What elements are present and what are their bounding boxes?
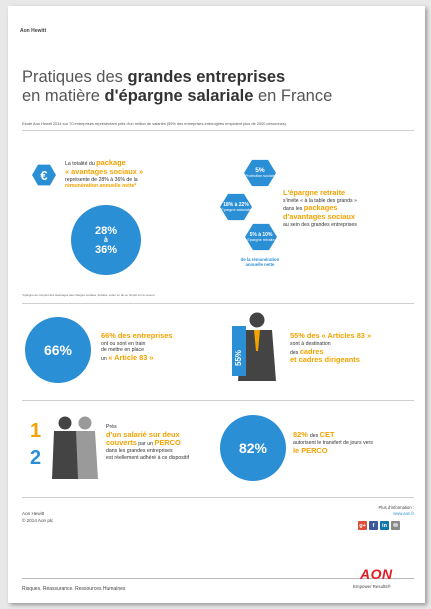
cet-highlight: CET xyxy=(319,430,335,439)
cadres-share-value: 55% xyxy=(234,349,243,366)
retraite-line-3: au sein des grandes entreprises xyxy=(283,221,357,228)
hex-value: 5% xyxy=(255,167,265,175)
cadres-highlight-2: cadres xyxy=(299,346,324,356)
perco-highlight-3: PERCO xyxy=(154,438,181,448)
range-high: 36% xyxy=(94,243,118,256)
footer-company-name: Aon Hewitt xyxy=(22,511,45,516)
package-text-1: La totalité du xyxy=(65,161,97,167)
divider xyxy=(22,578,414,579)
euro-glyph: € xyxy=(40,167,48,183)
mail-icon[interactable]: ✉ xyxy=(391,521,400,530)
hex-label: Epargne salariale xyxy=(221,207,251,212)
divider xyxy=(22,497,414,498)
retraite-line-1: s'invite « à la table des grands » xyxy=(283,197,357,204)
article83-line-1: ont ou sont en train xyxy=(101,340,146,347)
article83-title: 66% des entreprises xyxy=(101,331,173,340)
cet-circle: 82% xyxy=(220,415,286,481)
package-highlight: package xyxy=(96,158,126,167)
number-one: 1 xyxy=(30,420,42,442)
footer-info: Plus d'information : www.aon.fr xyxy=(362,505,414,517)
aon-tagline: Empower Results® xyxy=(353,584,391,589)
retraite-line-2: dans les xyxy=(283,206,304,213)
hex-epargne-retraite: 5% à 10% Epargne retraite xyxy=(245,223,277,251)
range-sep: à xyxy=(104,236,108,244)
title-emphasis: d'épargne salariale xyxy=(104,87,254,105)
divider xyxy=(22,130,414,131)
article83-text: 66% des entreprises ont ou sont en train… xyxy=(101,331,211,363)
number-two: 2 xyxy=(30,447,42,469)
cadres-text: 55% des « Articles 83 » sont à destinati… xyxy=(290,331,415,365)
hex-label: Protection sociale xyxy=(245,174,275,179)
perco-line-3: dans les grandes entreprises xyxy=(106,448,173,455)
retraite-title: L'épargne retraite xyxy=(283,188,346,197)
cet-text: 82% des CET autorisent le transfert de j… xyxy=(293,430,418,455)
title-text: en matière xyxy=(22,87,105,105)
perco-line-4: est réellement adhéré à ce dispositif xyxy=(106,454,190,461)
hex-caption-2: annuelle nette xyxy=(245,262,275,268)
package-range-circle: 28% à 36% xyxy=(71,205,141,275)
footer-info-label: Plus d'information : xyxy=(378,505,414,510)
perco-line-2: par un xyxy=(136,441,155,448)
cadres-line-2: des xyxy=(290,349,300,356)
cadres-title: 55% des xyxy=(290,331,322,340)
linkedin-icon[interactable]: in xyxy=(380,521,389,530)
range-low: 28% xyxy=(94,224,118,237)
footer-tagline: Risques. Réassurance. Ressources Humaine… xyxy=(22,586,126,592)
retraite-highlight: packages xyxy=(303,203,338,213)
footer-company: Aon Hewitt © 2014 Aon plc xyxy=(22,510,53,524)
article83-highlight: « Article 83 » xyxy=(108,353,154,363)
perco-text: Près d'un salarié sur deux couverts par … xyxy=(106,424,216,462)
infographic-page: Aon Hewitt Pratiques des grandes entrepr… xyxy=(8,6,425,603)
cadres-highlight: « Articles 83 » xyxy=(321,331,372,340)
perco-line-1: Près xyxy=(106,424,117,430)
hex-caption-1: de la rémunération xyxy=(240,257,280,262)
facebook-icon[interactable]: f xyxy=(369,521,378,530)
divider xyxy=(22,303,414,304)
hex-epargne-salariale: 18% à 22% Epargne salariale xyxy=(220,193,252,221)
package-highlight-2: « avantages sociaux » xyxy=(65,166,144,176)
hex-value: 5% à 10% xyxy=(249,231,273,238)
euro-icon: € xyxy=(32,164,56,186)
hex-caption: de la rémunération annuelle nette xyxy=(230,257,290,268)
cadres-line-1: sont à destination xyxy=(290,340,331,347)
perco-highlight: d'un salarié sur deux xyxy=(106,429,180,439)
cadres-share-bar xyxy=(232,326,246,376)
package-text-2: représente de 28% à 36% de la xyxy=(65,176,138,183)
cet-line-2: autorisent le transfert de jours vers xyxy=(293,439,373,446)
title-emphasis: grandes entreprises xyxy=(127,68,286,86)
title-text: en France xyxy=(253,87,333,105)
executive-icon xyxy=(238,312,276,381)
brand-label: Aon Hewitt xyxy=(20,28,47,34)
footer-copyright: © 2014 Aon plc xyxy=(22,518,54,523)
divider xyxy=(22,400,414,401)
two-persons-icon xyxy=(52,416,98,479)
hex-value: 18% à 22% xyxy=(223,201,249,208)
hex-protection-sociale: 5% Protection sociale xyxy=(244,159,276,187)
cet-line-1: des xyxy=(309,433,320,439)
package-text: La totalité du package « avantages socia… xyxy=(65,158,185,190)
cet-highlight-2: le PERCO xyxy=(293,445,328,455)
package-footnote: *épargne au complet des avantages des ch… xyxy=(22,293,155,297)
hex-label: Epargne retraite xyxy=(247,237,275,242)
cet-title: 82% xyxy=(293,430,310,439)
article83-circle: 66% xyxy=(25,317,91,383)
footer-url[interactable]: www.aon.fr xyxy=(393,511,414,516)
study-note: Etude Aon Hewitt 2014 sur 70 entreprises… xyxy=(22,121,286,126)
page-title: Pratiques des grandes entreprises en mat… xyxy=(22,68,332,106)
aon-logo: AON xyxy=(360,566,393,582)
retraite-text: L'épargne retraite s'invite « à la table… xyxy=(283,188,423,228)
cadres-highlight-3: et cadres dirigeants xyxy=(290,355,360,365)
retraite-highlight-2: d'avantages sociaux xyxy=(283,212,356,222)
package-highlight-3: rémunération annuelle nette* xyxy=(65,183,137,190)
perco-highlight-2: couverts xyxy=(106,438,137,448)
google-plus-icon[interactable]: g+ xyxy=(358,521,367,530)
title-text: Pratiques des xyxy=(22,68,128,86)
article83-line-3: un xyxy=(101,356,109,363)
article83-line-2: de mettre en place xyxy=(101,347,144,354)
